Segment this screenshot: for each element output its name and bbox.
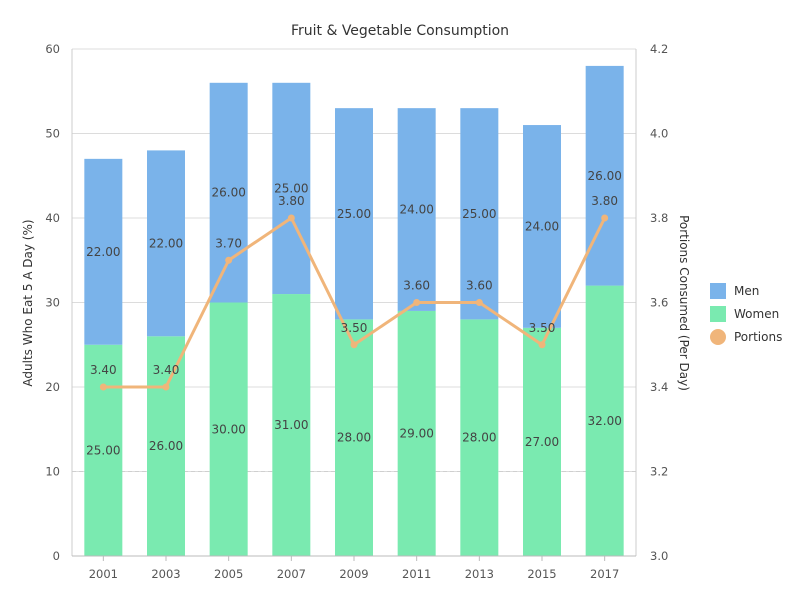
bar-men bbox=[209, 82, 248, 303]
legend-marker-women bbox=[710, 306, 726, 322]
y-left-tick-label: 20 bbox=[45, 380, 60, 394]
chart-title: Fruit & Vegetable Consumption bbox=[291, 23, 509, 39]
data-label-women: 28.00 bbox=[462, 431, 496, 445]
legend-label-portions: Portions bbox=[734, 330, 782, 344]
x-tick-label: 2003 bbox=[151, 567, 180, 581]
data-label-women: 28.00 bbox=[337, 431, 371, 445]
bar-men bbox=[147, 150, 185, 337]
bar-men bbox=[272, 82, 311, 295]
data-label-portions: 3.70 bbox=[215, 236, 242, 250]
data-label-portions: 3.40 bbox=[90, 363, 117, 377]
bar-women bbox=[460, 319, 499, 556]
x-tick-label: 2009 bbox=[339, 567, 368, 581]
data-label-portions: 3.60 bbox=[403, 279, 430, 293]
y-right-tick-label: 4.2 bbox=[650, 42, 668, 56]
portions-point bbox=[162, 383, 170, 391]
portions-point bbox=[413, 299, 421, 306]
x-tick-label: 2001 bbox=[89, 567, 118, 581]
bar-women bbox=[523, 327, 561, 556]
data-label-women: 32.00 bbox=[587, 414, 621, 428]
portions-point bbox=[225, 256, 233, 264]
y-left-tick-label: 40 bbox=[45, 211, 60, 225]
x-tick-label: 2005 bbox=[214, 567, 243, 581]
y-axis-right-title: Portions Consumed (Per Day) bbox=[677, 215, 691, 391]
y-right-tick-label: 3.2 bbox=[650, 465, 668, 479]
data-label-men: 22.00 bbox=[149, 236, 183, 250]
legend-marker-portions bbox=[710, 329, 726, 345]
data-label-portions: 3.50 bbox=[341, 321, 368, 335]
y-right-tick-label: 3.4 bbox=[650, 380, 668, 394]
portions-point bbox=[475, 299, 483, 306]
data-label-women: 30.00 bbox=[211, 422, 245, 436]
bar-men bbox=[460, 108, 499, 320]
y-right-tick-label: 3.8 bbox=[650, 211, 668, 225]
bar-data-labels: 25.00 22.00 26.00 22.00 30.00 26.00 31.00 25.00… bbox=[86, 169, 622, 458]
bar-women bbox=[209, 302, 248, 556]
legend-label-men: Men bbox=[734, 284, 759, 298]
x-tick-label: 2015 bbox=[527, 567, 556, 581]
y-axis-left-title: Adults Who Eat 5 A Day (%) bbox=[21, 219, 35, 386]
portions-point bbox=[350, 341, 358, 349]
data-label-portions: 3.80 bbox=[591, 194, 618, 208]
data-label-portions: 3.50 bbox=[529, 321, 556, 335]
portions-point bbox=[601, 214, 609, 222]
bar-women bbox=[335, 319, 373, 556]
y-left-tick-label: 10 bbox=[45, 465, 60, 479]
bar-men bbox=[397, 108, 436, 311]
data-label-women: 31.00 bbox=[274, 418, 308, 432]
y-left-tick-label: 0 bbox=[53, 549, 60, 563]
y-right-tick-label: 3.0 bbox=[650, 549, 668, 563]
y-left-tick-label: 60 bbox=[45, 42, 60, 56]
data-label-women: 25.00 bbox=[86, 443, 120, 457]
x-tick-label: 2013 bbox=[465, 567, 494, 581]
data-label-portions: 3.60 bbox=[466, 279, 493, 293]
data-label-men: 26.00 bbox=[587, 169, 621, 183]
y-right-tick-label: 4.0 bbox=[650, 127, 668, 141]
legend-label-women: Women bbox=[734, 307, 779, 321]
bar-women bbox=[397, 310, 436, 556]
data-label-women: 29.00 bbox=[399, 426, 433, 440]
bar-men bbox=[523, 125, 561, 328]
data-label-men: 22.00 bbox=[86, 245, 120, 259]
y-right-tick-label: 3.6 bbox=[650, 296, 668, 310]
legend: Men Women Portions bbox=[710, 283, 782, 345]
data-label-portions: 3.80 bbox=[278, 194, 305, 208]
data-label-men: 25.00 bbox=[274, 181, 308, 195]
bar-women bbox=[272, 294, 311, 556]
bars bbox=[84, 65, 624, 556]
portions-point bbox=[287, 214, 295, 222]
axes: 0 10 20 30 40 50 60 3.0 3.2 3.4 3.6 3.8 4.0 4.2 2001 20… bbox=[45, 42, 668, 581]
data-label-men: 24.00 bbox=[399, 203, 433, 217]
portions-point bbox=[538, 341, 546, 349]
data-label-men: 24.00 bbox=[525, 219, 559, 233]
legend-marker-men bbox=[710, 283, 726, 299]
portions-data-labels: 3.40 3.40 3.70 3.80 3.50 3.60 3.60 3.50 3.80 bbox=[90, 194, 618, 377]
data-label-women: 27.00 bbox=[525, 435, 559, 449]
data-label-men: 25.00 bbox=[337, 207, 371, 221]
portions-point bbox=[99, 383, 107, 391]
bar-women bbox=[585, 285, 624, 556]
data-label-men: 25.00 bbox=[462, 207, 496, 221]
data-label-portions: 3.40 bbox=[153, 363, 180, 377]
bar-men bbox=[585, 65, 624, 286]
portions-line bbox=[99, 214, 609, 391]
bar-women bbox=[84, 344, 123, 556]
x-tick-label: 2007 bbox=[277, 567, 306, 581]
bar-men bbox=[335, 108, 373, 320]
data-label-women: 26.00 bbox=[149, 439, 183, 453]
x-tick-label: 2017 bbox=[590, 567, 619, 581]
x-tick-label: 2011 bbox=[402, 567, 431, 581]
bar-women bbox=[147, 336, 185, 556]
y-left-tick-label: 30 bbox=[45, 296, 60, 310]
data-label-men: 26.00 bbox=[211, 186, 245, 200]
y-left-tick-label: 50 bbox=[45, 127, 60, 141]
bar-men bbox=[84, 158, 123, 345]
